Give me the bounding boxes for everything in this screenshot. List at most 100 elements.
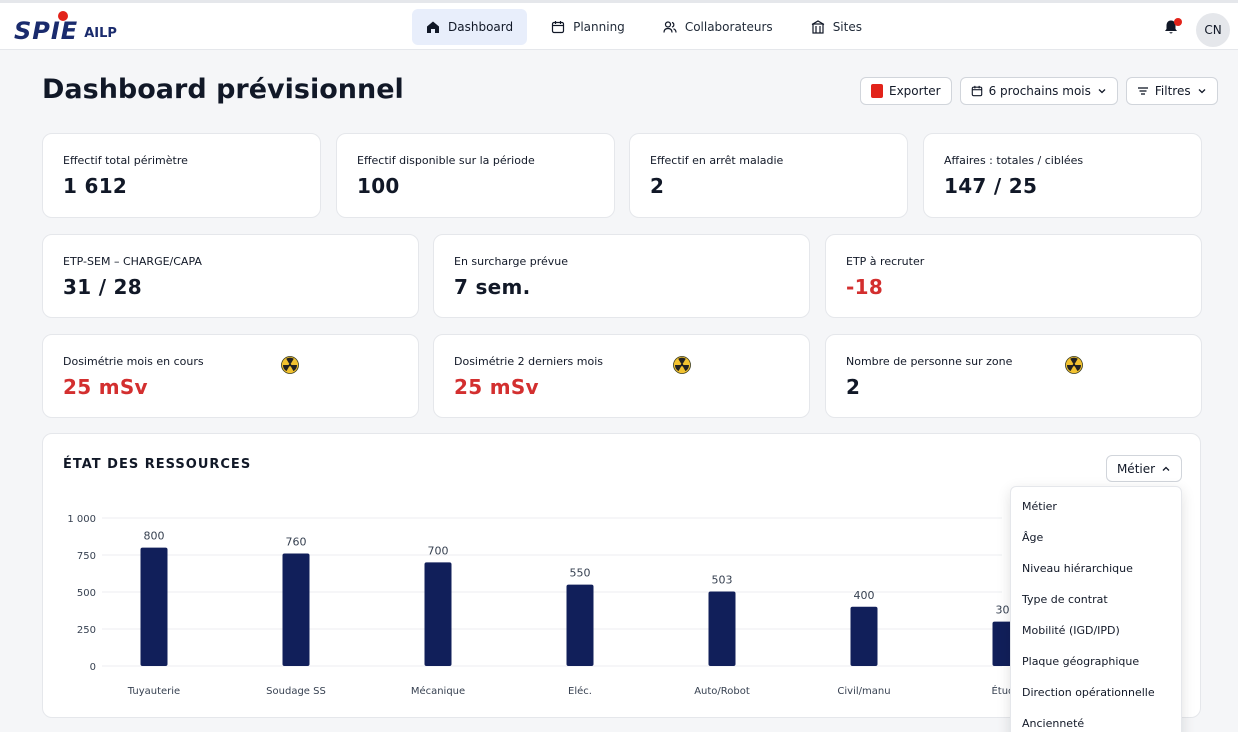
- kpi-value: 7 sem.: [454, 275, 531, 299]
- period-select-label: 6 prochains mois: [988, 84, 1091, 98]
- x-tick-label: Tuyauterie: [127, 686, 180, 697]
- kpi-card-dosimetrie-mois: Dosimétrie mois en cours 25 mSv: [42, 334, 419, 418]
- top-bar: SPIE AILP Dashboard Planning: [0, 0, 1238, 50]
- group-by-label: Métier: [1116, 461, 1156, 476]
- filter-icon: [1137, 87, 1148, 95]
- kpi-card-surcharge: En surcharge prévue 7 sem.: [433, 234, 810, 318]
- pdf-icon: [871, 84, 883, 98]
- x-tick-label: Mécanique: [411, 685, 465, 697]
- kpi-card-affaires: Affaires : totales / ciblées 147 / 25: [923, 133, 1202, 218]
- kpi-value: 2: [650, 174, 665, 198]
- kpi-card-arret-maladie: Effectif en arrêt maladie 2: [629, 133, 908, 218]
- bar: [140, 547, 168, 666]
- group-by-select[interactable]: Métier: [1106, 455, 1182, 482]
- building-icon: [811, 20, 824, 34]
- dropdown-option-age[interactable]: Âge: [1022, 531, 1044, 544]
- filters-button-label: Filtres: [1154, 84, 1191, 98]
- kpi-card-etp-recruter: ETP à recruter -18: [825, 234, 1202, 318]
- export-button-label: Exporter: [889, 84, 941, 98]
- bar-data-label: 550: [570, 567, 591, 580]
- kpi-value: 31 / 28: [63, 275, 142, 299]
- chevron-up-icon: [1162, 466, 1170, 471]
- calendar-icon: [552, 21, 565, 34]
- bar: [424, 562, 452, 666]
- period-select[interactable]: 6 prochains mois: [959, 77, 1118, 105]
- main-nav: Dashboard Planning Collaborateurs: [412, 9, 876, 45]
- bar-data-label: 800: [144, 530, 165, 543]
- page-actions: Exporter 6 prochains mois Filtres: [860, 77, 1218, 105]
- bar-data-label: 760: [286, 536, 307, 549]
- bar-data-label: 700: [428, 544, 449, 557]
- kpi-value: -18: [846, 275, 884, 299]
- user-avatar[interactable]: CN: [1196, 13, 1230, 47]
- kpi-label: En surcharge prévue: [454, 255, 569, 268]
- kpi-label: Dosimétrie 2 derniers mois: [454, 355, 603, 368]
- x-tick-label: Eléc.: [568, 685, 592, 697]
- x-tick-label: Auto/Robot: [694, 686, 750, 697]
- page-title: Dashboard prévisionnel: [42, 74, 404, 105]
- group-by-dropdown: Métier Âge Niveau hiérarchique Type de c…: [1010, 486, 1182, 732]
- kpi-label: Effectif total périmètre: [63, 154, 188, 167]
- kpi-value: 25 mSv: [454, 375, 539, 399]
- logo-text: SPIE: [14, 17, 79, 45]
- kpi-card-effectif-total: Effectif total périmètre 1 612: [42, 133, 321, 218]
- logo-subtitle: AILP: [84, 26, 117, 41]
- kpi-label: Nombre de personne sur zone: [846, 355, 1013, 368]
- nav-collaborateurs-label: Collaborateurs: [684, 20, 773, 34]
- bar-data-label: 400: [854, 589, 875, 602]
- y-tick-label: 1 000: [67, 514, 96, 525]
- radiation-icon: [281, 356, 299, 374]
- kpi-label: Affaires : totales / ciblées: [944, 154, 1084, 167]
- y-tick-label: 250: [77, 625, 96, 636]
- chevron-down-icon: [1098, 89, 1106, 94]
- kpi-card-effectif-disponible: Effectif disponible sur la période 100: [336, 133, 615, 218]
- dropdown-option-metier[interactable]: Métier: [1022, 500, 1057, 513]
- dropdown-option-direction-operationnelle[interactable]: Direction opérationnelle: [1022, 686, 1155, 699]
- nav-planning[interactable]: Planning: [537, 9, 639, 45]
- kpi-label: Effectif disponible sur la période: [357, 154, 535, 167]
- filters-button[interactable]: Filtres: [1125, 77, 1218, 105]
- kpi-label: Effectif en arrêt maladie: [650, 154, 784, 167]
- nav-collaborateurs[interactable]: Collaborateurs: [649, 9, 787, 45]
- kpi-value: 2: [846, 375, 861, 399]
- notification-badge: [1174, 18, 1182, 26]
- chevron-down-icon: [1198, 89, 1206, 94]
- nav-sites-label: Sites: [832, 20, 862, 34]
- y-tick-label: 750: [77, 551, 96, 562]
- kpi-value: 25 mSv: [63, 375, 148, 399]
- logo[interactable]: SPIE AILP: [14, 11, 117, 45]
- kpi-value: 100: [357, 174, 400, 198]
- logo-dot: [58, 11, 68, 21]
- kpi-value: 147 / 25: [944, 174, 1038, 198]
- bar: [708, 591, 736, 666]
- dropdown-option-type-contrat[interactable]: Type de contrat: [1022, 593, 1108, 606]
- y-tick-label: 500: [77, 588, 96, 599]
- x-tick-label: Soudage SS: [266, 686, 326, 697]
- x-tick-label: Civil/manu: [837, 686, 890, 697]
- dropdown-option-plaque-geographique[interactable]: Plaque géographique: [1022, 655, 1140, 668]
- kpi-card-personnes-zone: Nombre de personne sur zone 2: [825, 334, 1202, 418]
- resources-title: ÉTAT DES RESSOURCES: [63, 457, 252, 472]
- nav-sites[interactable]: Sites: [797, 9, 876, 45]
- nav-dashboard[interactable]: Dashboard: [412, 9, 528, 45]
- users-icon: [663, 21, 677, 33]
- dropdown-option-mobilite[interactable]: Mobilité (IGD/IPD): [1022, 624, 1120, 637]
- kpi-label: Dosimétrie mois en cours: [63, 355, 204, 368]
- resources-bar-chart: 0 250 500 750 1 000 800 Tuyauterie 760 Soudage S…: [67, 514, 1020, 697]
- kpi-card-dosimetrie-2-mois: Dosimétrie 2 derniers mois 25 mSv: [433, 334, 810, 418]
- bar-data-label: 503: [712, 574, 733, 587]
- dropdown-option-anciennete[interactable]: Ancienneté: [1022, 717, 1085, 730]
- nav-planning-label: Planning: [573, 20, 625, 34]
- resources-panel: ÉTAT DES RESSOURCES Métier: [42, 433, 1201, 718]
- kpi-card-etp-sem: ETP-SEM – CHARGE/CAPA 31 / 28: [42, 234, 419, 318]
- export-button[interactable]: Exporter: [860, 77, 952, 105]
- kpi-value: 1 612: [63, 174, 128, 198]
- dropdown-option-niveau-hierarchique[interactable]: Niveau hiérarchique: [1022, 562, 1133, 575]
- y-tick-label: 0: [90, 662, 96, 673]
- home-icon: [427, 21, 439, 33]
- kpi-label: ETP-SEM – CHARGE/CAPA: [63, 255, 202, 268]
- bar: [282, 553, 310, 666]
- bar: [566, 584, 594, 666]
- radiation-icon: [1065, 356, 1083, 374]
- radiation-icon: [673, 356, 691, 374]
